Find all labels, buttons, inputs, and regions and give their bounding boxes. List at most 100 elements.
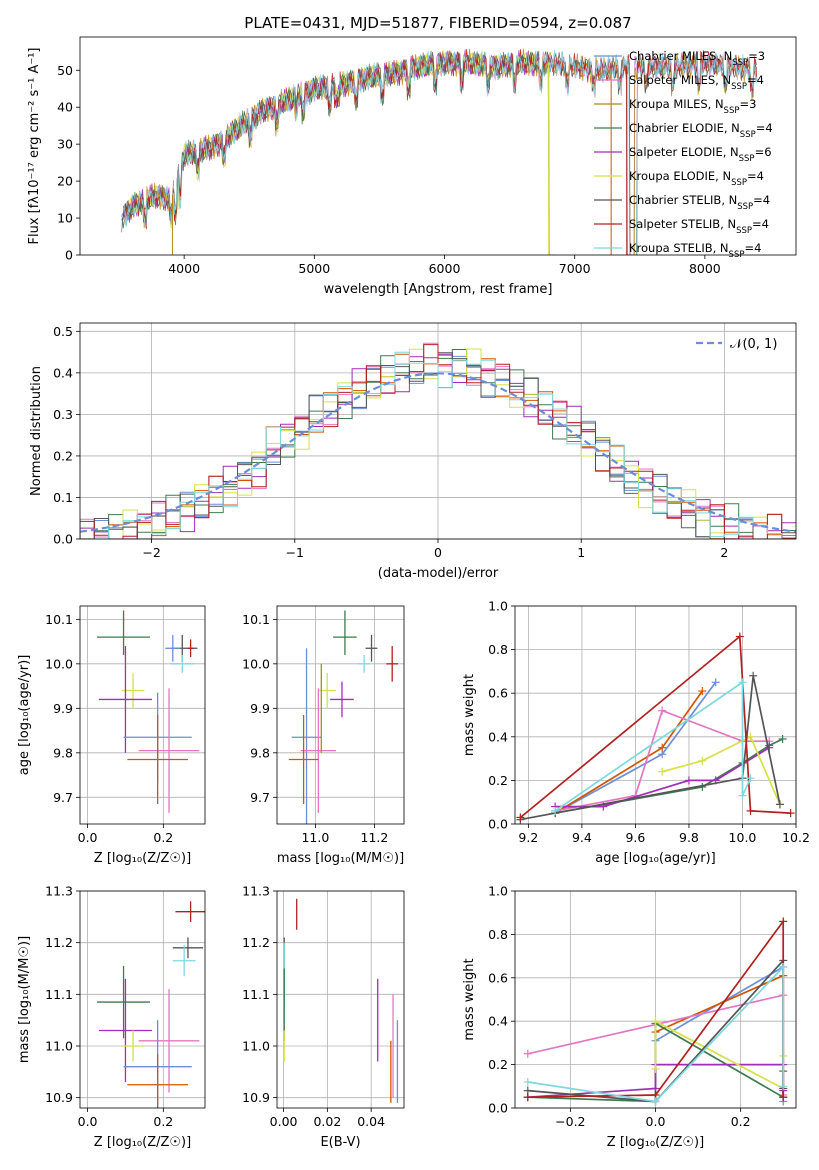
- plot-area-mass-weight-vs-Z: [523, 917, 788, 1106]
- y-tick-label: 11.3: [242, 884, 270, 899]
- weight-marker: [651, 1064, 660, 1073]
- y-tick-label: 11.1: [242, 987, 270, 1002]
- axes-frame: [276, 605, 405, 825]
- y-tick-label: 10.1: [45, 612, 73, 627]
- x-axis-label: (data-model)/error: [378, 566, 499, 581]
- errorbar-point: [121, 1030, 145, 1062]
- legend-entry: Kroupa ELODIE, NSSP=4: [629, 169, 764, 188]
- y-axis-label: Normed distribution: [29, 366, 44, 496]
- y-tick-label: 20: [57, 174, 73, 189]
- y-tick-label: 11.2: [242, 935, 270, 950]
- x-tick-label: 11.2: [361, 830, 389, 845]
- axes-frame: [276, 890, 405, 1109]
- weight-marker: [698, 756, 707, 765]
- x-axis-label: mass [log₁₀(M/M☉)]: [277, 851, 404, 866]
- weight-marker: [658, 767, 667, 776]
- y-tick-label: 0.1: [53, 490, 73, 505]
- y-tick-label: 10: [57, 211, 73, 226]
- plot-area-mass-weight-vs-age: [516, 632, 795, 824]
- errorbar-point: [365, 634, 378, 662]
- weight-marker: [711, 678, 720, 687]
- y-tick-label: 50: [57, 63, 73, 78]
- x-tick-label: 0.0: [646, 1114, 666, 1129]
- y-tick-label: 10.1: [242, 612, 270, 627]
- axes-frame: [79, 605, 206, 825]
- y-tick-label: 11.2: [45, 935, 73, 950]
- x-tick-label: 1: [577, 545, 585, 560]
- x-tick-label: 8000: [689, 261, 721, 276]
- x-axis-label: Z [log₁₀(Z/Z☉)]: [94, 851, 191, 866]
- plot-area-mass-vs-Z: [97, 901, 205, 1108]
- figure-title: PLATE=0431, MJD=51877, FIBERID=0594, z=0…: [244, 14, 631, 32]
- panel-spectrum: 4000 5000 6000 7000 8000 0 10 20 30 40 50 wavelengt…: [27, 36, 797, 297]
- y-tick-label: 40: [57, 100, 73, 115]
- y-tick-label: 0: [65, 248, 73, 263]
- y-tick-label: 10.0: [242, 656, 270, 671]
- x-axis-label: Z [log₁₀(Z/Z☉)]: [94, 1135, 191, 1150]
- weight-series-line: [527, 964, 785, 1103]
- y-tick-label: 0.6: [488, 686, 508, 701]
- y-tick-label: 1.0: [488, 884, 508, 899]
- y-axis-label: mass [log₁₀(M/M☉)]: [17, 936, 32, 1063]
- x-tick-label: −1: [286, 545, 304, 560]
- y-tick-label: 11.3: [45, 884, 73, 899]
- panel-age-vs-mass: 11.0 11.2 9.7 9.8 9.9 10.0 10.1 mass [log₁₀(M/M…: [242, 605, 405, 866]
- weight-marker: [779, 1082, 788, 1091]
- weight-marker: [786, 809, 795, 818]
- plot-area-spectrum: [121, 48, 758, 255]
- x-tick-label: −2: [142, 545, 160, 560]
- weight-marker: [523, 1049, 532, 1058]
- plot-area-mass-vs-EBV: [283, 898, 399, 1103]
- y-tick-label: 10.9: [242, 1090, 270, 1105]
- weight-marker: [523, 1077, 532, 1086]
- y-tick-label: 30: [57, 137, 73, 152]
- weight-marker: [698, 687, 707, 696]
- y-axis-label: mass weight: [462, 674, 477, 756]
- axes-frame: [514, 605, 797, 825]
- y-axis-label: mass weight: [462, 958, 477, 1040]
- weight-marker: [684, 776, 693, 785]
- y-tick-label: 11.0: [45, 1039, 73, 1054]
- weight-marker: [775, 800, 784, 809]
- errorbar-point: [300, 688, 337, 813]
- legend-entry: Chabrier ELODIE, NSSP=4: [629, 121, 773, 140]
- spectrum-series-line: [122, 48, 758, 255]
- panel-mass-vs-EBV: 0.00 0.02 0.04 10.9 11.0 11.1 11.2 11.3 E(B-V): [242, 884, 405, 1150]
- x-tick-label: 10.2: [782, 830, 810, 845]
- y-tick-label: 10.0: [45, 656, 73, 671]
- x-tick-label: 4000: [168, 261, 200, 276]
- y-tick-label: 0.4: [53, 365, 73, 380]
- y-tick-label: 0.0: [53, 532, 73, 547]
- weight-marker: [658, 743, 667, 752]
- weight-marker: [749, 671, 758, 680]
- x-tick-label: 5000: [298, 261, 330, 276]
- y-tick-label: 11.1: [45, 987, 73, 1002]
- panel-mass-weight-vs-Z: −0.2 0.0 0.2 0.0 0.2 0.4 0.6 0.8 1.0 Z [log₁₀(Z/Z…: [462, 884, 797, 1150]
- errorbar-point: [291, 648, 322, 824]
- weight-marker: [551, 806, 560, 815]
- errorbar-point: [330, 681, 354, 718]
- weight-series-line: [519, 634, 791, 819]
- legend-entry: Kroupa STELIB, NSSP=4: [629, 241, 761, 260]
- spectrum-series-line: [123, 49, 758, 255]
- x-tick-label: 9.6: [625, 830, 645, 845]
- x-tick-label: 9.8: [679, 830, 699, 845]
- y-tick-label: 9.7: [250, 790, 270, 805]
- axes-frame: [79, 36, 797, 256]
- gaussian-curve: [80, 372, 796, 533]
- weight-series-line: [520, 675, 781, 821]
- x-tick-label: 0.02: [313, 1114, 341, 1129]
- weight-marker: [651, 1017, 660, 1026]
- weight-marker: [779, 917, 788, 926]
- histogram-series: [80, 351, 796, 539]
- legend-entry: 𝒩(0, 1): [730, 337, 777, 352]
- errorbar-point: [288, 715, 319, 804]
- errorbar-point: [98, 978, 152, 1083]
- weight-marker: [516, 813, 525, 822]
- errorbar-point: [138, 688, 200, 813]
- x-axis-label: wavelength [Angstrom, rest frame]: [324, 282, 553, 297]
- errorbar-point: [386, 646, 399, 682]
- weight-series-line: [661, 735, 781, 805]
- y-tick-label: 11.0: [242, 1039, 270, 1054]
- x-tick-label: 0.2: [731, 1114, 751, 1129]
